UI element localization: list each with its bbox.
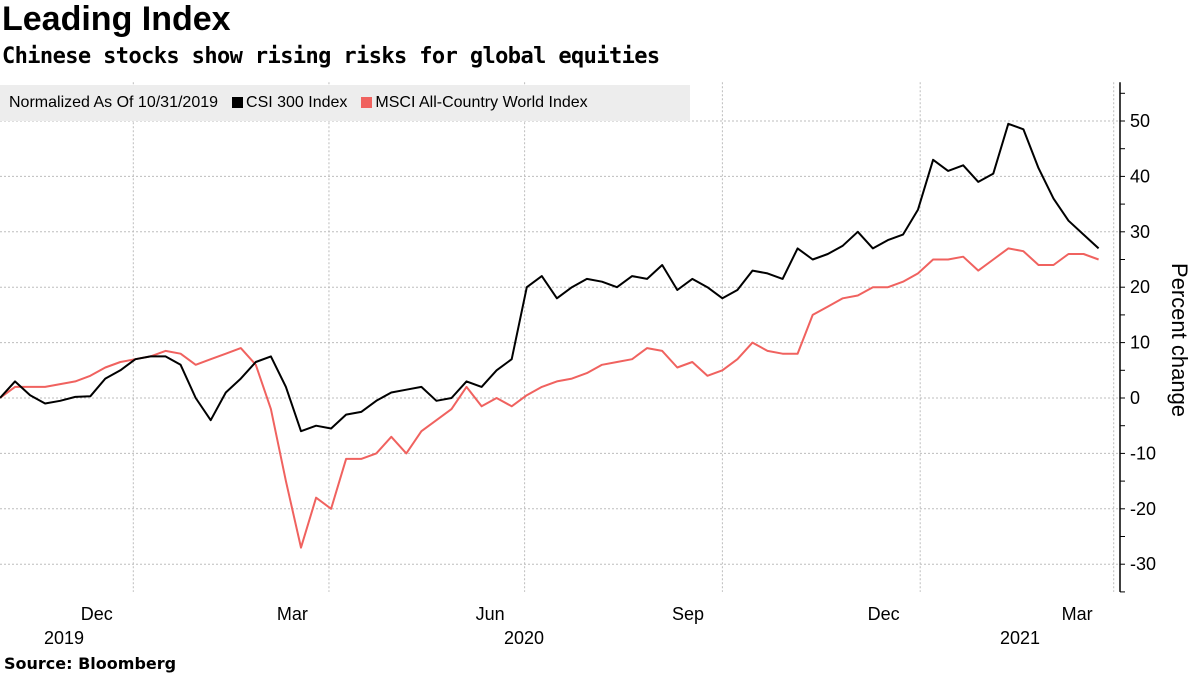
y-axis-title: Percent change — [1167, 263, 1192, 417]
x-tick-label: Sep — [672, 604, 704, 624]
y-tick-label: 30 — [1130, 222, 1150, 242]
series-line-csi300 — [0, 122, 1100, 433]
y-tick-label: -30 — [1130, 554, 1156, 574]
x-tick-label: Dec — [868, 604, 900, 624]
x-year-label: 2020 — [504, 628, 544, 648]
chart-subtitle: Chinese stocks show rising risks for glo… — [2, 44, 660, 69]
x-tick-label: Mar — [277, 604, 308, 624]
y-tick-label: 0 — [1130, 388, 1140, 408]
y-tick-label: -10 — [1130, 443, 1156, 463]
y-tick-label: 50 — [1130, 111, 1150, 131]
chart-title: Leading Index — [2, 0, 231, 38]
x-tick-label: Jun — [476, 604, 505, 624]
legend-item-csi300: CSI 300 Index — [232, 94, 347, 112]
x-tick-label: Dec — [81, 604, 113, 624]
legend: Normalized As Of 10/31/2019 CSI 300 Inde… — [0, 85, 690, 121]
legend-label-csi300: CSI 300 Index — [246, 94, 348, 111]
x-year-label: 2019 — [44, 628, 84, 648]
y-tick-label: 10 — [1130, 333, 1150, 353]
legend-note: Normalized As Of 10/31/2019 — [9, 94, 219, 111]
source-note: Source: Bloomberg — [4, 654, 177, 673]
x-tick-label: Mar — [1062, 604, 1093, 624]
y-tick-label: 20 — [1130, 277, 1150, 297]
legend-item-msci-acwi: MSCI All-Country World Index — [361, 94, 588, 112]
y-tick-label: 40 — [1130, 166, 1150, 186]
legend-label-msci-acwi: MSCI All-Country World Index — [375, 94, 588, 111]
legend-swatch-csi300 — [232, 97, 244, 108]
y-tick-label: -20 — [1130, 499, 1156, 519]
x-year-label: 2021 — [1000, 628, 1040, 648]
legend-swatch-msci-acwi — [361, 97, 373, 108]
series-line-msci-acwi — [0, 247, 1099, 549]
